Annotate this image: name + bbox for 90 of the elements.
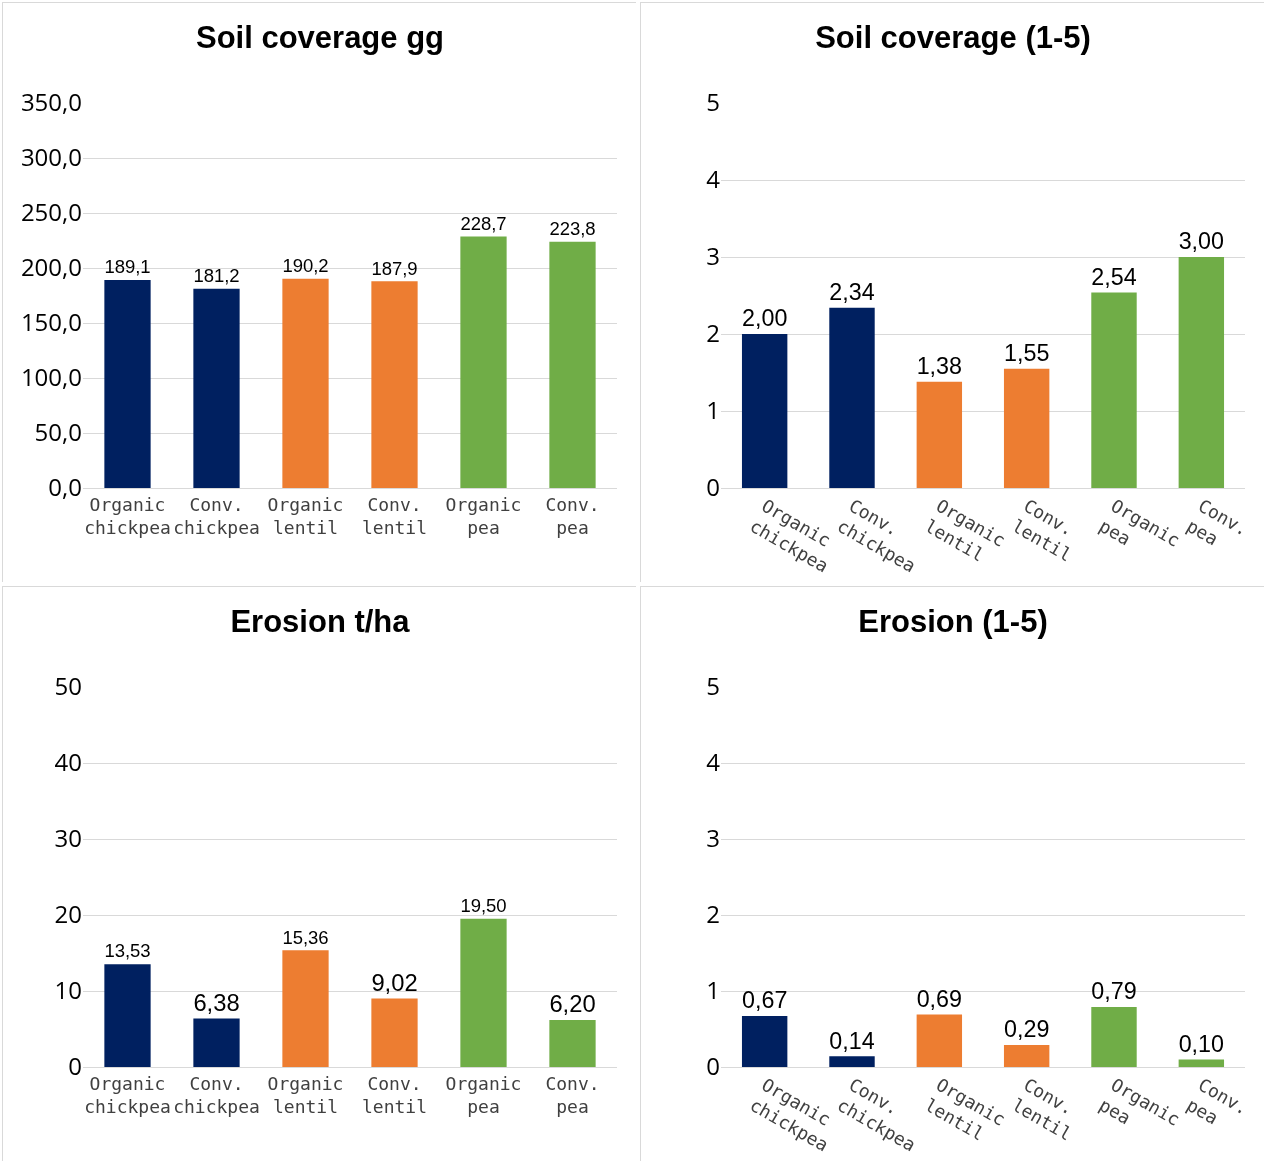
bar — [1091, 292, 1137, 488]
y-tick-label: 50 — [54, 669, 82, 703]
x-tick-label: Conv. chickpea — [173, 1072, 260, 1117]
data-label: 2,34 — [829, 279, 875, 306]
y-tick-label: 0,0 — [48, 470, 82, 504]
y-tick-label: 0 — [706, 1049, 720, 1083]
y-tick-label: 200,0 — [20, 250, 82, 284]
bar — [1003, 368, 1050, 488]
bar — [460, 236, 507, 488]
y-tick-label: 1 — [706, 393, 720, 427]
x-tick-label: Conv. lentil — [361, 493, 428, 538]
data-label: 228,7 — [460, 212, 507, 234]
data-label: 0,67 — [741, 987, 788, 1014]
bar — [371, 281, 418, 488]
y-tick-label: 40 — [54, 745, 82, 779]
bar — [549, 1019, 596, 1067]
y-tick-label: 3 — [706, 239, 720, 273]
bar — [741, 1016, 788, 1067]
x-tick-label: Conv. lentil — [361, 1072, 428, 1117]
y-tick-label: 20 — [54, 897, 82, 931]
y-tick-label: 5 — [706, 669, 720, 703]
bar — [460, 918, 507, 1067]
y-tick-label: 250,0 — [20, 195, 82, 229]
data-label: 0,14 — [829, 1027, 875, 1054]
bar — [1178, 1059, 1225, 1067]
x-tick-label: Organic chickpea — [84, 493, 171, 538]
bar — [829, 1056, 875, 1067]
y-tick-label: 300,0 — [20, 140, 82, 174]
x-tick-label: Organic lentil — [267, 1072, 344, 1117]
chart-title: Soil coverage gg — [195, 19, 445, 55]
bar — [1091, 1006, 1137, 1067]
data-label: 1,38 — [916, 353, 963, 380]
bar — [1178, 257, 1225, 488]
x-tick-label: Conv. pea — [545, 493, 600, 538]
x-tick-label: Conv. pea — [545, 1072, 600, 1117]
data-label: 19,50 — [460, 895, 507, 917]
y-tick-label: 50,0 — [34, 415, 82, 449]
y-tick-label: 0 — [706, 470, 720, 504]
chart-title: Erosion (1-5) — [858, 603, 1048, 639]
data-label: 0,79 — [1091, 978, 1137, 1005]
y-tick-label: 30 — [54, 821, 82, 855]
y-tick-label: 10 — [54, 973, 82, 1007]
data-label: 0,29 — [1003, 1016, 1050, 1043]
data-label: 9,02 — [371, 968, 418, 996]
y-tick-label: 2 — [706, 316, 720, 350]
bar — [549, 241, 596, 488]
y-tick-label: 4 — [706, 162, 721, 196]
y-tick-label: 1 — [706, 973, 720, 1007]
bar — [371, 998, 418, 1067]
bar — [916, 1014, 963, 1067]
data-label: 2,54 — [1091, 263, 1137, 290]
data-label: 181,2 — [193, 264, 240, 286]
x-tick-label: Organic lentil — [267, 493, 344, 538]
bar — [1003, 1044, 1050, 1067]
data-label: 1,55 — [1003, 339, 1050, 366]
x-tick-label: Organic chickpea — [84, 1072, 171, 1117]
bar — [193, 288, 240, 488]
bar — [104, 964, 151, 1067]
x-tick-label: Organic pea — [445, 1072, 522, 1117]
bar — [282, 950, 329, 1067]
data-label: 187,9 — [371, 257, 418, 279]
data-label: 0,10 — [1178, 1030, 1225, 1057]
y-tick-label: 2 — [706, 897, 720, 931]
y-tick-label: 350,0 — [20, 85, 82, 119]
x-tick-label: Organic pea — [445, 493, 522, 538]
data-label: 6,20 — [549, 990, 596, 1018]
y-tick-label: 4 — [706, 745, 721, 779]
bar — [193, 1018, 240, 1067]
data-label: 2,00 — [741, 305, 788, 332]
bar — [104, 279, 151, 488]
x-tick-label: Conv. chickpea — [173, 493, 260, 538]
data-label: 189,1 — [104, 256, 151, 278]
data-label: 6,38 — [193, 988, 240, 1016]
bar — [741, 334, 788, 488]
data-label: 190,2 — [282, 255, 329, 277]
data-label: 15,36 — [282, 926, 329, 948]
data-label: 3,00 — [1178, 228, 1225, 255]
chart-title: Erosion t/ha — [230, 603, 411, 639]
bar — [829, 307, 875, 488]
data-label: 0,69 — [916, 985, 963, 1012]
y-tick-label: 3 — [706, 821, 720, 855]
data-label: 13,53 — [104, 940, 151, 962]
y-tick-label: 5 — [706, 85, 720, 119]
y-tick-label: 0 — [68, 1049, 82, 1083]
bar — [282, 278, 329, 488]
chart-title: Soil coverage (1-5) — [815, 19, 1091, 55]
bar — [916, 381, 963, 488]
y-tick-label: 100,0 — [20, 360, 82, 394]
data-label: 223,8 — [549, 218, 596, 240]
y-tick-label: 150,0 — [20, 305, 82, 339]
